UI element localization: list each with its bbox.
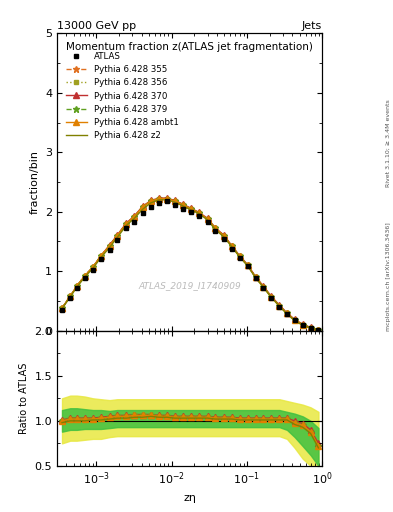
Text: Momentum fraction z(ATLAS jet fragmentation): Momentum fraction z(ATLAS jet fragmentat…	[66, 42, 313, 52]
Legend: ATLAS, Pythia 6.428 355, Pythia 6.428 356, Pythia 6.428 370, Pythia 6.428 379, P: ATLAS, Pythia 6.428 355, Pythia 6.428 35…	[62, 48, 182, 144]
Text: Jets: Jets	[302, 21, 322, 31]
Text: Rivet 3.1.10; ≥ 3.4M events: Rivet 3.1.10; ≥ 3.4M events	[386, 99, 391, 187]
X-axis label: zη: zη	[183, 493, 196, 503]
Text: 13000 GeV pp: 13000 GeV pp	[57, 21, 136, 31]
Text: mcplots.cern.ch [arXiv:1306.3436]: mcplots.cern.ch [arXiv:1306.3436]	[386, 222, 391, 331]
Text: ATLAS_2019_I1740909: ATLAS_2019_I1740909	[138, 282, 241, 291]
Y-axis label: fraction/bin: fraction/bin	[29, 150, 39, 214]
Y-axis label: Ratio to ATLAS: Ratio to ATLAS	[19, 362, 29, 434]
